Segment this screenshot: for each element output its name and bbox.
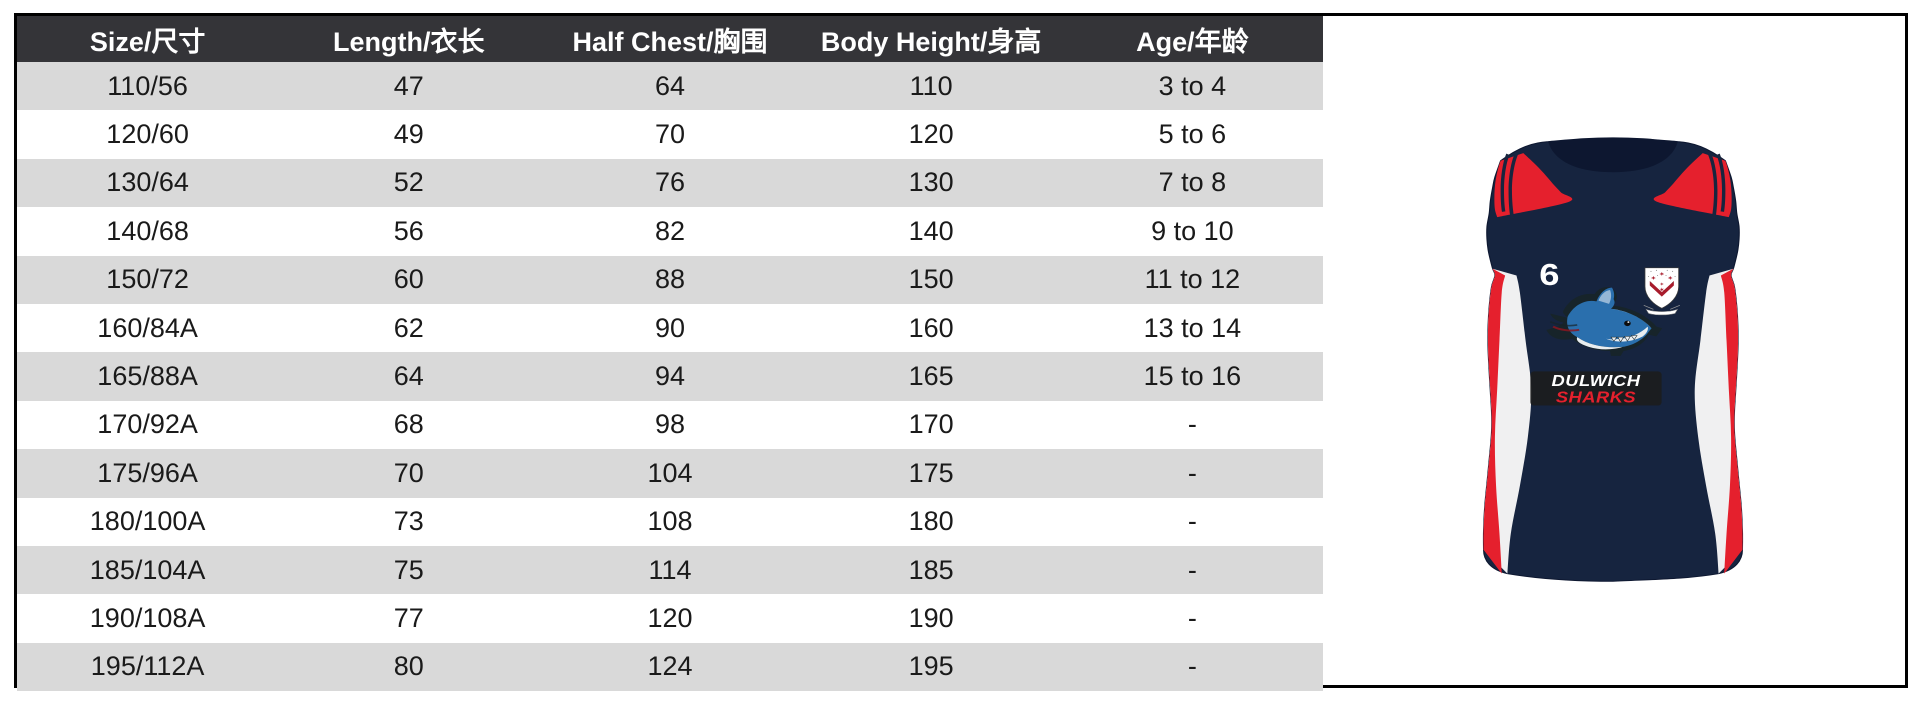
svg-text:SHARKS: SHARKS bbox=[1556, 389, 1637, 406]
svg-text:6: 6 bbox=[1539, 259, 1559, 293]
svg-text:DULWICH: DULWICH bbox=[1552, 372, 1641, 389]
